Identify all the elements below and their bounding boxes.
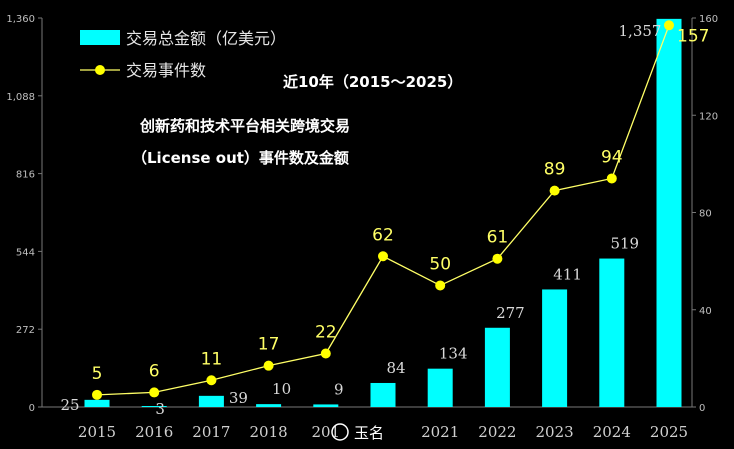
bar [141,406,167,407]
right-tick-label: 160 [699,14,718,25]
bar-label: 134 [439,345,468,363]
left-tick-label: 272 [16,325,35,336]
bar [484,327,510,407]
x-tick-label: 2022 [478,423,516,441]
event-point [378,251,388,262]
bar [256,404,282,407]
event-label: 61 [487,228,509,248]
event-label: 5 [92,364,103,384]
legend-bar-swatch [80,30,120,45]
event-count-points [92,20,674,400]
chart-title-line-2: 创新药和技术平台相关跨境交易 [139,117,350,135]
legend-bar-label: 交易总金额（亿美元） [126,29,286,48]
event-point [664,20,674,31]
left-tick-label: 544 [16,247,35,258]
left-tick-label: 816 [16,170,35,181]
left-tick-label: 0 [29,403,35,414]
event-label: 62 [372,225,394,245]
right-tick-label: 0 [699,403,705,414]
bar-label: 84 [386,359,405,377]
event-point [492,253,503,264]
event-point [435,280,446,291]
event-label: 50 [429,254,451,274]
event-point [263,360,274,371]
bar-label: 10 [272,380,291,398]
x-tick-label: 2015 [78,423,116,441]
left-axis-ticks: 0 272 544 816 1,088 1,360 [6,14,42,414]
bar-label: 277 [496,304,525,322]
event-label: 6 [149,361,160,381]
event-point [149,387,160,398]
bar [198,395,224,407]
event-point [206,375,217,386]
x-tick-label: 2021 [421,423,459,441]
legend-line-label: 交易事件数 [126,61,206,80]
bar [370,382,396,407]
chart-title-line-3: （License out）事件数及金额 [132,149,349,167]
bar-series [84,18,682,407]
legend-line-marker [95,65,105,75]
chart-title-line-1: 近10年（2015～2025） [283,73,462,91]
bar [599,258,625,407]
bar [84,399,110,407]
right-axis-ticks: 0 40 80 120 160 [692,14,718,414]
event-label: 157 [677,26,709,46]
event-point [606,173,617,184]
event-count-labels: 5 6 11 17 22 62 50 61 89 94 157 [92,26,710,384]
bar-label: 3 [155,400,165,418]
right-tick-label: 40 [699,306,712,317]
event-label: 22 [315,323,337,343]
bar [313,404,339,407]
event-label: 11 [201,349,223,369]
bar [427,368,453,407]
left-tick-label: 1,088 [6,92,35,103]
x-tick-label: 2017 [192,423,230,441]
event-point [92,389,102,400]
right-tick-label: 120 [699,111,718,122]
bar [656,18,682,407]
watermark: 玉名 [331,423,384,442]
x-tick-label: 2016 [135,423,173,441]
bar-label: 39 [229,389,248,407]
watermark-text: 玉名 [354,424,384,442]
event-label: 17 [258,335,280,355]
bar-label: 1,357 [619,22,662,40]
legend: 交易总金额（亿美元） 交易事件数 [80,29,286,80]
event-label: 94 [601,147,623,167]
x-tick-label: 2018 [250,423,288,441]
bar-label: 25 [60,396,79,414]
left-tick-label: 1,360 [6,14,35,25]
x-tick-label: 2024 [593,423,631,441]
x-tick-label: 2023 [536,423,574,441]
right-tick-label: 80 [699,209,712,220]
bar [542,289,568,407]
bar-label: 411 [553,265,582,283]
bar-label: 519 [610,235,639,253]
x-tick-label: 2025 [650,423,688,441]
weibo-icon [331,423,349,441]
event-point [549,185,560,196]
event-label: 89 [544,160,566,180]
bar-labels: 25 3 39 10 9 84 134 277 411 519 1,357 [60,22,661,418]
bar-label: 9 [334,380,344,398]
event-point [320,348,331,359]
